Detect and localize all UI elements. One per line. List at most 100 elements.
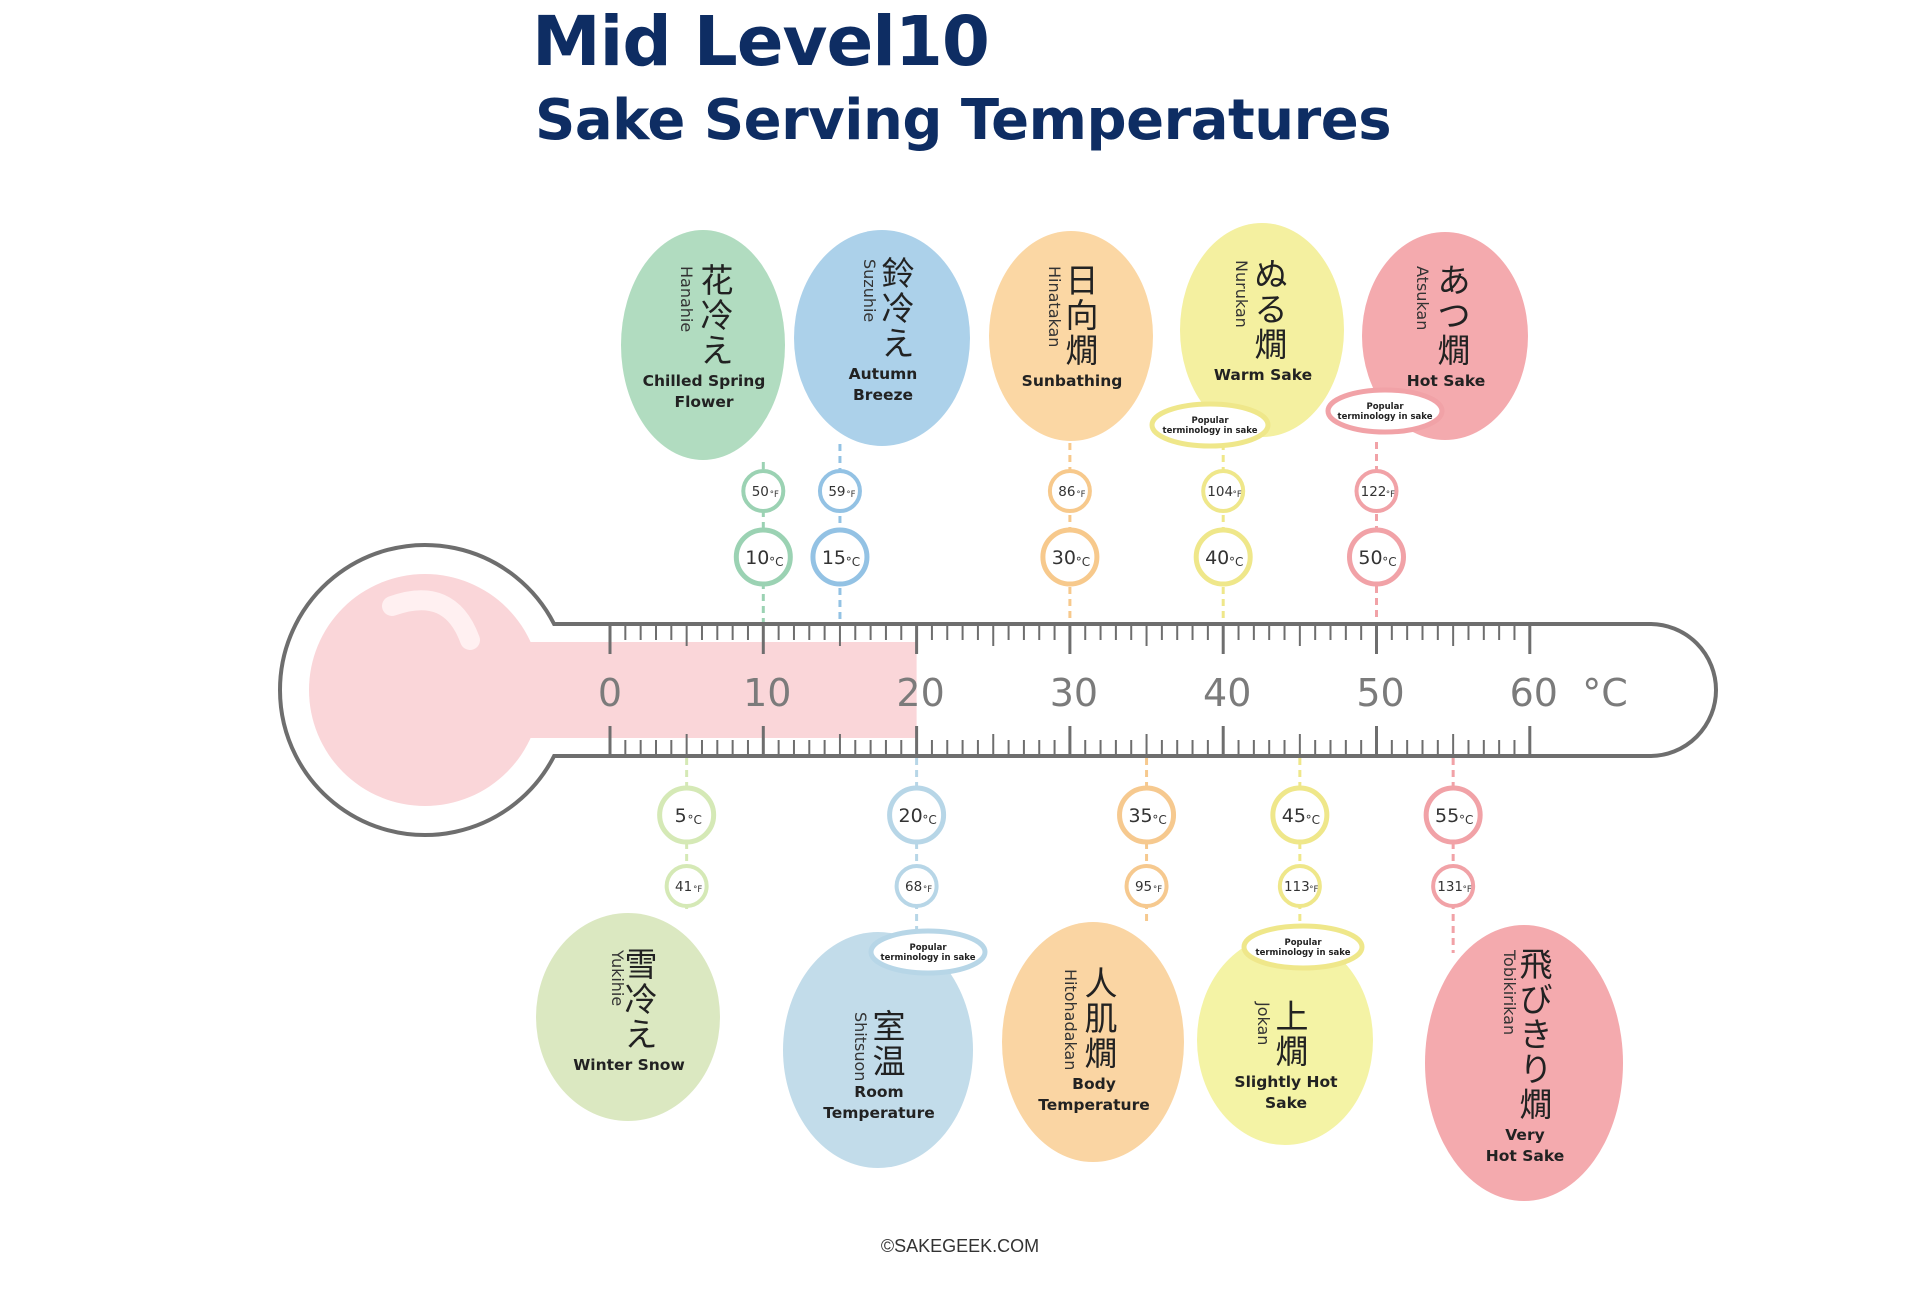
celsius-badge [657, 785, 717, 845]
fahrenheit-value: 113 [1284, 879, 1310, 895]
fahrenheit-badge [664, 864, 709, 908]
temperature-bubble [1425, 925, 1623, 1201]
temperature-bubble [621, 230, 785, 460]
kanji-character: 燗 [1520, 1085, 1553, 1124]
scale-tick-label: 40 [1203, 671, 1251, 715]
kanji-character: つ [1438, 296, 1471, 335]
kanji-character: え [701, 331, 734, 370]
thermometer-outline [278, 543, 1718, 837]
romaji-label: Atsukan [1413, 266, 1432, 330]
kanji-character: 燗 [1438, 331, 1471, 370]
celsius-badge [887, 785, 947, 845]
celsius-badge [1423, 785, 1483, 845]
kanji-character: え [882, 324, 915, 363]
celsius-badge [810, 527, 870, 587]
celsius-unit: °C [922, 813, 936, 827]
fahrenheit-badge [1201, 469, 1246, 513]
romaji-label: Hanahie [677, 266, 696, 332]
english-label: Sake [1265, 1094, 1307, 1112]
fahrenheit-unit: °F [1386, 490, 1395, 500]
scale-unit-label: °C [1582, 671, 1628, 715]
fahrenheit-unit: °F [1463, 885, 1472, 895]
kanji-character: 向 [1066, 296, 1099, 335]
kanji-character: 上 [1276, 997, 1309, 1036]
english-label: Sunbathing [1022, 372, 1123, 390]
kanji-character: 花 [701, 261, 734, 300]
fahrenheit-badge [817, 469, 862, 513]
temperature-bubble [989, 231, 1153, 441]
fahrenheit-value: 41 [675, 879, 692, 895]
kanji-character: 冷 [882, 289, 915, 328]
fahrenheit-unit: °F [1076, 490, 1085, 500]
celsius-unit: °C [769, 555, 783, 569]
english-label: Body [1072, 1075, 1116, 1093]
kanji-character: 鈴 [882, 254, 915, 293]
celsius-value: 20 [899, 805, 923, 827]
temperature-bubble [1197, 935, 1373, 1145]
temperature-bubble [794, 230, 970, 446]
bulb-fill [309, 574, 541, 806]
page-title: Mid Level10 [532, 2, 990, 82]
fahrenheit-badge [1047, 469, 1092, 513]
kanji-character: 雪 [625, 945, 658, 984]
celsius-badge [1117, 785, 1177, 845]
kanji-character: あ [1438, 261, 1471, 300]
bulb-highlight [382, 590, 480, 650]
popular-term-text: terminology in sake [881, 953, 976, 963]
popular-term-badge [1149, 401, 1271, 449]
temperature-bubble [1002, 922, 1184, 1162]
popular-term-text: Popular [909, 943, 947, 953]
kanji-character: ぬ [1255, 255, 1288, 294]
temperature-marker-yukihie: 41 °F 5 °C 雪冷え Yukihie Winter Snow [536, 758, 720, 1121]
fahrenheit-unit: °F [846, 490, 855, 500]
celsius-badge [733, 527, 793, 587]
popular-term-text: terminology in sake [1163, 426, 1258, 436]
mercury-column [510, 642, 917, 738]
fahrenheit-badge [1124, 864, 1169, 908]
kanji-character: 冷 [701, 296, 734, 335]
fahrenheit-value: 68 [905, 879, 922, 895]
popular-term-badge [868, 928, 988, 976]
celsius-value: 55 [1435, 805, 1459, 827]
temperature-bubble [783, 932, 973, 1168]
copyright-footer: ©SAKEGEEK.COM [880, 1236, 1040, 1256]
temperature-marker-atsukan: 122 °F 50 °C あつ燗 Atsukan Hot Sake Populartermin… [1325, 232, 1528, 622]
romaji-label: Suzuhie [860, 259, 879, 322]
scale-tick-label: 20 [896, 671, 944, 715]
english-label: Temperature [823, 1104, 935, 1122]
popular-term-badge [1325, 387, 1445, 435]
romaji-label: Jokan [1254, 1001, 1273, 1045]
temperature-bubble [1362, 232, 1528, 440]
romaji-label: Nurukan [1232, 260, 1251, 328]
scale-tick-label: 30 [1050, 671, 1098, 715]
celsius-badge [1193, 527, 1253, 587]
kanji-character: 肌 [1085, 999, 1118, 1038]
temperature-bubble [1180, 223, 1344, 437]
english-label: Hot Sake [1407, 372, 1485, 390]
celsius-unit: °C [1076, 555, 1090, 569]
scale-tick-label: 10 [743, 671, 791, 715]
english-label: Very [1505, 1126, 1544, 1144]
celsius-unit: °C [1229, 555, 1243, 569]
romaji-label: Yukihie [608, 949, 627, 1006]
celsius-unit: °C [1382, 555, 1396, 569]
fahrenheit-badge [1277, 864, 1322, 908]
celsius-value: 35 [1128, 805, 1152, 827]
romaji-label: Shitsuon [851, 1012, 870, 1081]
kanji-character: え [625, 1015, 658, 1054]
fahrenheit-badge [894, 864, 939, 908]
kanji-character: 燗 [1276, 1032, 1309, 1071]
fahrenheit-value: 50 [752, 484, 769, 500]
temperature-marker-hitohadakan: 95 °F 35 °C 人肌燗 Hitohadakan Body Temperature [1002, 758, 1184, 1162]
celsius-value: 40 [1205, 547, 1229, 569]
temperature-bubble [536, 913, 720, 1121]
celsius-unit: °C [1306, 813, 1320, 827]
kanji-character: 室 [873, 1007, 906, 1046]
